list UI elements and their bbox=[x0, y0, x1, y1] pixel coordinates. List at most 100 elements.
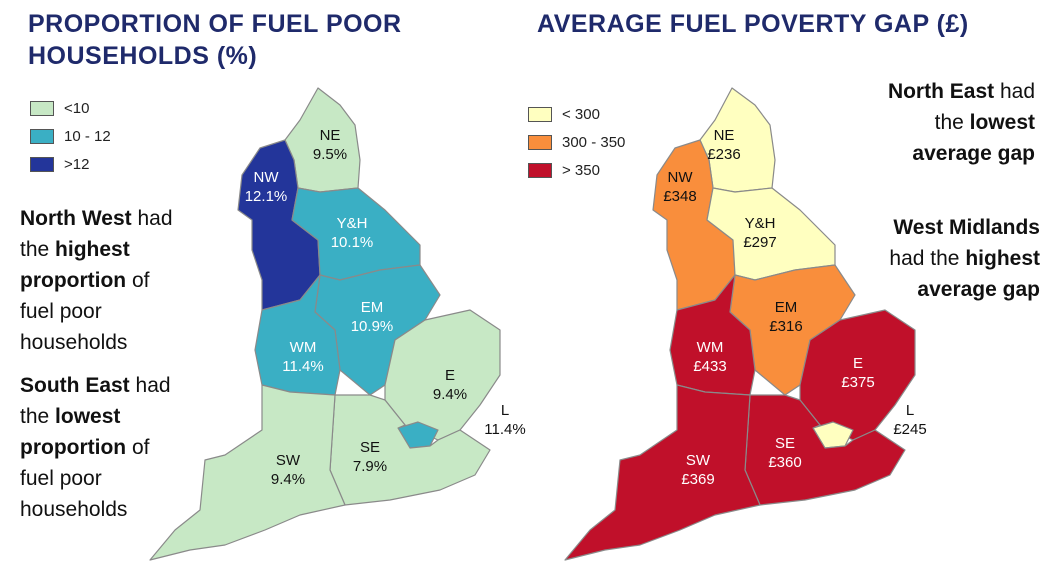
proportion-map bbox=[149, 87, 501, 561]
note-text: fuel poor bbox=[20, 467, 102, 490]
legend-label: > 350 bbox=[562, 161, 600, 179]
note-text: the bbox=[934, 111, 970, 134]
gap-region-name-wm: WM bbox=[697, 339, 724, 356]
proportion-region-name-se: SE bbox=[360, 439, 380, 456]
legend-label: <10 bbox=[64, 99, 90, 117]
region-sw bbox=[564, 384, 761, 561]
legend-label: >12 bbox=[64, 155, 90, 173]
legend-swatch bbox=[30, 156, 54, 172]
note-text: had bbox=[129, 374, 171, 397]
gap-region-name-nw: NW bbox=[668, 169, 694, 186]
gap-region-name-ne: NE bbox=[714, 127, 735, 144]
proportion-region-value-sw: 9.4% bbox=[271, 471, 305, 488]
note-text: the bbox=[20, 405, 56, 428]
proportion-region-value-yh: 10.1% bbox=[331, 234, 374, 251]
proportion-legend: <10 10 - 12 >12 bbox=[30, 94, 111, 178]
gap-region-value-se: £360 bbox=[768, 454, 801, 471]
note-text: fuel poor bbox=[20, 300, 102, 323]
proportion-title-line2: HOUSEHOLDS (%) bbox=[28, 42, 258, 70]
note-bold: North East bbox=[887, 80, 995, 103]
note-text: households bbox=[20, 498, 128, 521]
gap-region-value-l: £245 bbox=[893, 421, 926, 438]
note-bold: average gap bbox=[912, 142, 1035, 165]
gap-region-name-e: E bbox=[853, 355, 863, 372]
note-text: had bbox=[994, 80, 1035, 103]
gap-region-value-ne: £236 bbox=[707, 146, 740, 163]
proportion-region-value-e: 9.4% bbox=[433, 386, 467, 403]
proportion-region-value-l: 11.4% bbox=[484, 421, 525, 438]
proportion-title-line1: PROPORTION OF FUEL POOR bbox=[28, 10, 402, 38]
proportion-region-name-wm: WM bbox=[290, 339, 317, 356]
note-bold: average gap bbox=[917, 278, 1040, 301]
legend-item: > 350 bbox=[528, 156, 625, 184]
gap-region-name-em: EM bbox=[775, 299, 798, 316]
note-bold: highest bbox=[55, 238, 130, 261]
legend-item: <10 bbox=[30, 94, 111, 122]
region-se bbox=[329, 394, 491, 506]
note-bold: South East bbox=[20, 374, 130, 397]
region-wm bbox=[254, 274, 341, 396]
legend-swatch bbox=[30, 128, 54, 144]
gap-region-name-sw: SW bbox=[686, 452, 711, 469]
gap-region-name-se: SE bbox=[775, 435, 795, 452]
proportion-region-name-e: E bbox=[445, 367, 455, 384]
note-text: the bbox=[20, 238, 56, 261]
gap-region-value-wm: £433 bbox=[693, 358, 726, 375]
note-bold: highest bbox=[965, 247, 1040, 270]
note-bold: West Midlands bbox=[893, 216, 1040, 239]
note-text: had the bbox=[889, 247, 966, 270]
proportion-region-value-wm: 11.4% bbox=[282, 358, 323, 375]
gap-map bbox=[564, 87, 916, 561]
gap-region-name-l: L bbox=[906, 402, 914, 419]
legend-swatch bbox=[30, 100, 54, 116]
gap-region-labels: NE £236 NW £348 Y&H £297 EM £316 WM £433 E £375 L £24… bbox=[663, 127, 926, 488]
proportion-region-name-em: EM bbox=[361, 299, 384, 316]
region-wm bbox=[669, 274, 756, 396]
legend-label: < 300 bbox=[562, 105, 600, 123]
west-midlands-note: West Midlands had the highest average ga… bbox=[840, 212, 1040, 305]
gap-region-name-yh: Y&H bbox=[745, 215, 776, 232]
legend-swatch bbox=[528, 162, 552, 178]
region-se bbox=[744, 394, 906, 506]
gap-region-value-sw: £369 bbox=[681, 471, 714, 488]
proportion-region-name-yh: Y&H bbox=[337, 215, 368, 232]
legend-item: 10 - 12 bbox=[30, 122, 111, 150]
proportion-region-value-nw: 12.1% bbox=[245, 188, 288, 205]
proportion-region-value-se: 7.9% bbox=[353, 458, 387, 475]
proportion-region-name-l: L bbox=[501, 402, 509, 419]
gap-region-value-nw: £348 bbox=[663, 188, 696, 205]
region-sw bbox=[149, 384, 346, 561]
note-bold: North West bbox=[20, 207, 132, 230]
gap-region-value-em: £316 bbox=[769, 318, 802, 335]
proportion-region-value-em: 10.9% bbox=[351, 318, 394, 335]
north-east-note: North East had the lowest average gap bbox=[840, 76, 1035, 169]
legend-item: < 300 bbox=[528, 100, 625, 128]
gap-region-value-yh: £297 bbox=[743, 234, 776, 251]
south-east-note: South East had the lowest proportion of … bbox=[20, 370, 220, 525]
legend-item: >12 bbox=[30, 150, 111, 178]
proportion-region-name-ne: NE bbox=[320, 127, 341, 144]
proportion-region-value-ne: 9.5% bbox=[313, 146, 347, 163]
note-text: households bbox=[20, 331, 128, 354]
note-bold: lowest bbox=[55, 405, 121, 428]
legend-swatch bbox=[528, 134, 552, 150]
proportion-region-labels: NE 9.5% NW 12.1% Y&H 10.1% EM 10.9% WM 11.4% E 9.4%… bbox=[245, 127, 526, 488]
note-bold: proportion bbox=[20, 269, 127, 292]
note-text: had bbox=[131, 207, 173, 230]
gap-legend: < 300 300 - 350 > 350 bbox=[528, 100, 625, 184]
gap-map-title: AVERAGE FUEL POVERTY GAP (£) bbox=[537, 10, 969, 38]
north-west-note: North West had the highest proportion of… bbox=[20, 203, 220, 358]
note-bold: proportion bbox=[20, 436, 127, 459]
note-bold: lowest bbox=[969, 111, 1035, 134]
legend-item: 300 - 350 bbox=[528, 128, 625, 156]
legend-label: 10 - 12 bbox=[64, 127, 111, 145]
note-text: of bbox=[126, 269, 150, 292]
proportion-region-name-sw: SW bbox=[276, 452, 301, 469]
proportion-map-title: PROPORTION OF FUEL POOR HOUSEHOLDS (%) bbox=[28, 8, 468, 72]
proportion-region-name-nw: NW bbox=[254, 169, 280, 186]
legend-swatch bbox=[528, 106, 552, 122]
note-text: of bbox=[126, 436, 150, 459]
gap-region-value-e: £375 bbox=[841, 374, 874, 391]
legend-label: 300 - 350 bbox=[562, 133, 626, 151]
